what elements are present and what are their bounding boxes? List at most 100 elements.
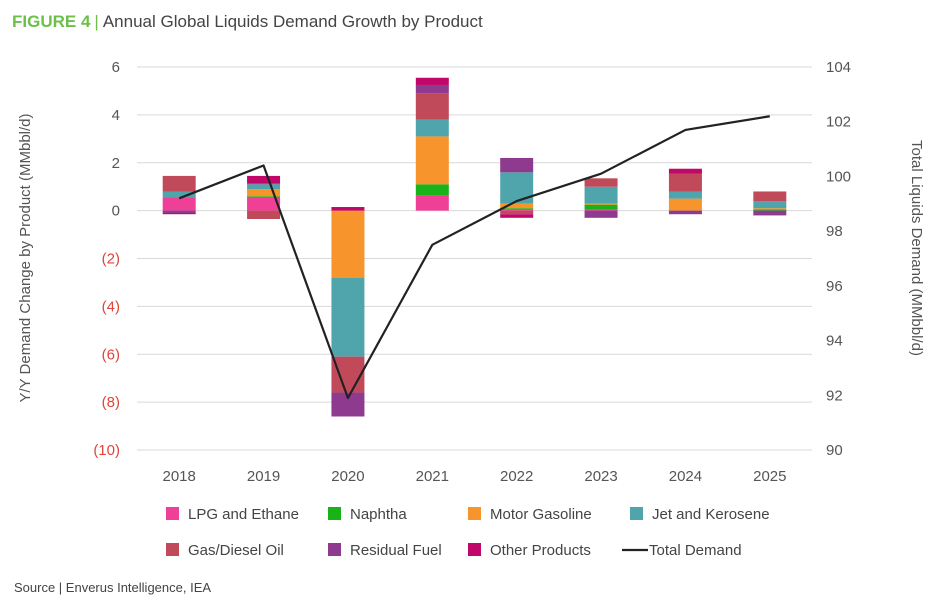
left-tick-label: (2) [102,251,120,268]
x-tick-label: 2021 [416,468,449,485]
bar-segment-gas-diesel-oil-2021 [415,93,449,120]
bar-segment-gas-diesel-oil-2022 [500,210,534,215]
source-note: Source | Enverus Intelligence, IEA [14,580,212,595]
right-tick-label: 98 [826,223,843,240]
right-axis-label: Total Liquids Demand (MMbbl/d) [908,140,925,356]
total-demand-line-group [178,115,770,400]
legend-label-residual-fuel: Residual Fuel [350,542,442,559]
left-tick-label: (8) [102,394,120,411]
bar-segment-motor-gasoline-2021 [415,136,449,185]
bar-segment-other-products-2018 [162,213,196,215]
legend-label-total-demand: Total Demand [649,542,742,559]
right-tick-label: 90 [826,442,843,459]
bar-segment-residual-fuel-2024 [668,210,702,215]
legend: LPG and Ethane Naphtha Motor Gasoline Jet a… [166,506,770,559]
x-tick-label: 2024 [669,468,702,485]
right-tick-label: 100 [826,168,851,185]
bar-segment-naphtha-2021 [415,184,449,196]
left-axis-ticks: 6 4 2 0 (2) (4) (6) (8) (10) [93,59,120,459]
title-separator: | [94,12,99,31]
bar-segment-residual-fuel-2022 [500,157,534,173]
bar-segment-lpg-and-ethane-2019 [247,197,281,211]
bar-segment-other-products-2021 [415,77,449,85]
bar-segment-jet-and-kerosene-2022 [500,172,534,204]
legend-swatch-lpg-and-ethane [166,507,179,520]
left-tick-label: 0 [112,203,120,220]
bar-segment-naphtha-2025 [753,209,787,211]
bar-segment-other-products-2019 [247,175,281,184]
bar-segment-naphtha-2022 [500,208,534,210]
bar-segment-gas-diesel-oil-2025 [753,191,787,202]
bar-segment-residual-fuel-2023 [584,210,618,218]
x-tick-label: 2018 [163,468,196,485]
figure-label: FIGURE 4 [12,12,91,31]
left-tick-label: 6 [112,59,120,76]
bar-segment-residual-fuel-2019 [247,183,281,185]
right-tick-label: 102 [826,114,851,131]
bar-segment-naphtha-2023 [584,204,618,210]
bar-segment-residual-fuel-2018 [162,210,196,214]
left-tick-label: (4) [102,298,120,315]
legend-swatch-residual-fuel [328,543,341,556]
bar-segment-other-products-2020 [331,207,365,211]
figure-title: FIGURE 4 | Annual Global Liquids Demand Gr… [12,12,483,32]
legend-label-lpg-and-ethane: LPG and Ethane [188,506,299,523]
stacked-bars [162,77,787,417]
legend-swatch-motor-gasoline [468,507,481,520]
bar-segment-gas-diesel-oil-2024 [668,173,702,192]
right-tick-label: 94 [826,333,843,350]
bar-segment-residual-fuel-2020 [331,392,365,417]
bar-segment-other-products-2024 [668,168,702,174]
bar-segment-motor-gasoline-2023 [584,203,618,205]
bar-segment-gas-diesel-oil-2023 [584,178,618,187]
bar-segment-jet-and-kerosene-2020 [331,277,365,357]
legend-swatch-naphtha [328,507,341,520]
gridlines [137,66,812,451]
bar-segment-gas-diesel-oil-2018 [162,175,196,192]
x-tick-label: 2025 [753,468,786,485]
bar-segment-jet-and-kerosene-2019 [247,184,281,190]
right-axis-ticks: 104 102 100 98 96 94 92 90 [826,59,851,459]
bar-segment-motor-gasoline-2024 [668,198,702,211]
bar-segment-lpg-and-ethane-2018 [162,197,196,211]
x-tick-label: 2023 [584,468,617,485]
right-tick-label: 92 [826,387,843,404]
legend-swatch-jet-and-kerosene [630,507,643,520]
total-demand-line [178,115,770,400]
bar-segment-residual-fuel-2025 [753,210,787,216]
bar-segment-motor-gasoline-2022 [500,203,534,209]
left-tick-label: (10) [93,442,120,459]
legend-label-jet-and-kerosene: Jet and Kerosene [652,506,770,523]
left-tick-label: (6) [102,346,120,363]
bar-segment-jet-and-kerosene-2021 [415,119,449,137]
bar-segment-jet-and-kerosene-2025 [753,201,787,209]
x-tick-label: 2019 [247,468,280,485]
bar-segment-motor-gasoline-2019 [247,189,281,197]
legend-label-motor-gasoline: Motor Gasoline [490,506,592,523]
x-axis-ticks: 2018 2019 2020 2021 2022 2023 2024 2025 [163,468,787,485]
legend-label-other-products: Other Products [490,542,591,559]
bar-segment-motor-gasoline-2025 [753,208,787,210]
bar-segment-motor-gasoline-2020 [331,210,365,278]
x-tick-label: 2020 [331,468,364,485]
legend-swatch-gas-diesel-oil [166,543,179,556]
bar-segment-lpg-and-ethane-2023 [584,209,618,211]
bar-segment-residual-fuel-2021 [415,84,449,94]
bar-segment-jet-and-kerosene-2018 [162,191,196,198]
bar-segment-jet-and-kerosene-2023 [584,186,618,204]
left-tick-label: 4 [112,107,120,124]
legend-swatch-other-products [468,543,481,556]
bar-segment-other-products-2022 [500,214,534,218]
right-tick-label: 96 [826,278,843,295]
legend-label-naphtha: Naphtha [350,506,407,523]
left-tick-label: 2 [112,155,120,172]
bar-segment-gas-diesel-oil-2020 [331,356,365,393]
bar-segment-jet-and-kerosene-2024 [668,191,702,199]
bar-segment-lpg-and-ethane-2021 [415,195,449,211]
right-tick-label: 104 [826,59,851,76]
bar-segment-gas-diesel-oil-2019 [247,210,281,220]
bar-segment-naphtha-2019 [247,196,281,198]
x-tick-label: 2022 [500,468,533,485]
bar-segment-lpg-and-ethane-2022 [500,209,534,211]
